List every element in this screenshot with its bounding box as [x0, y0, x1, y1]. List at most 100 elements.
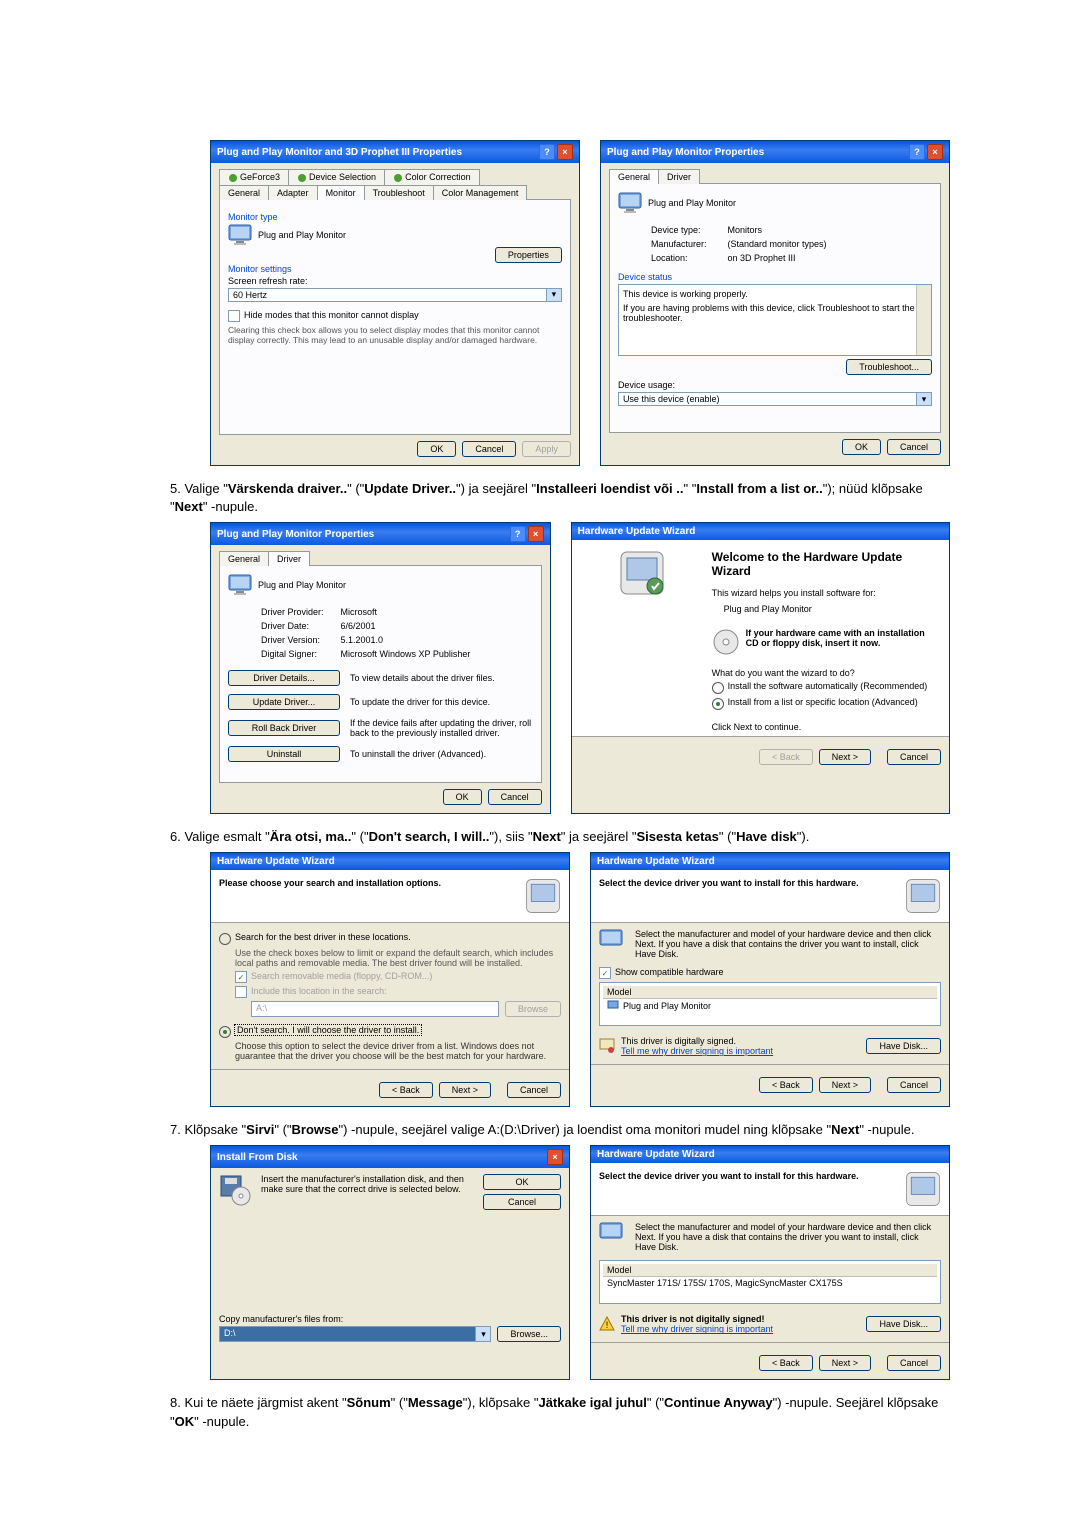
titlebar[interactable]: Hardware Update Wizard: [572, 523, 949, 540]
driver-details-button[interactable]: Driver Details...: [228, 670, 340, 686]
titlebar[interactable]: Plug and Play Monitor and 3D Prophet III…: [211, 141, 579, 163]
radio-list[interactable]: [712, 698, 724, 710]
close-icon[interactable]: ×: [547, 1149, 563, 1165]
back-button[interactable]: < Back: [379, 1082, 433, 1098]
next-button[interactable]: Next >: [819, 1077, 871, 1093]
radio-search[interactable]: [219, 933, 231, 945]
chk-removable[interactable]: [235, 971, 247, 983]
browse-button[interactable]: Browse: [505, 1001, 561, 1017]
refresh-rate-select[interactable]: 60 Hertz: [228, 288, 547, 302]
tab-color-management[interactable]: Color Management: [433, 185, 528, 200]
have-disk-button[interactable]: Have Disk...: [866, 1316, 941, 1332]
radio-auto[interactable]: [712, 682, 724, 694]
apply-button[interactable]: Apply: [522, 441, 571, 457]
titlebar[interactable]: Hardware Update Wizard: [591, 1146, 949, 1163]
tab-color-correction[interactable]: Color Correction: [384, 169, 480, 185]
ok-button[interactable]: OK: [842, 439, 881, 455]
chk-compatible-label: Show compatible hardware: [615, 967, 724, 977]
tab-monitor[interactable]: Monitor: [317, 185, 365, 200]
next-button[interactable]: Next >: [819, 1355, 871, 1371]
dialog-hardware-wizard-welcome: Hardware Update Wizard Welcome to the Ha…: [571, 522, 950, 814]
close-icon[interactable]: ×: [557, 144, 573, 160]
chevron-down-icon[interactable]: ▾: [917, 392, 932, 406]
rollback-driver-button[interactable]: Roll Back Driver: [228, 720, 340, 736]
cd-hint-text: If your hardware came with an installati…: [746, 628, 937, 648]
model-item[interactable]: Plug and Play Monitor: [603, 999, 937, 1013]
tab-troubleshoot[interactable]: Troubleshoot: [364, 185, 434, 200]
monitor-settings-label: Monitor settings: [228, 264, 562, 274]
tab-driver[interactable]: Driver: [658, 169, 700, 184]
update-driver-button[interactable]: Update Driver...: [228, 694, 340, 710]
troubleshoot-button[interactable]: Troubleshoot...: [846, 359, 932, 375]
cancel-button[interactable]: Cancel: [488, 789, 542, 805]
cd-icon: [712, 628, 740, 656]
status-text: This device is working properly.: [623, 289, 927, 299]
wizard-helps-label: This wizard helps you install software f…: [712, 588, 937, 598]
back-button[interactable]: < Back: [759, 1355, 813, 1371]
cancel-button[interactable]: Cancel: [887, 1077, 941, 1093]
titlebar[interactable]: Install From Disk ×: [211, 1146, 569, 1168]
dialog-hardware-wizard-select-driver-2: Hardware Update Wizard Select the device…: [590, 1145, 950, 1380]
cancel-button[interactable]: Cancel: [887, 439, 941, 455]
ok-button[interactable]: OK: [483, 1174, 561, 1190]
chk-compatible[interactable]: [599, 967, 611, 979]
back-button[interactable]: < Back: [759, 1077, 813, 1093]
ok-button[interactable]: OK: [417, 441, 456, 457]
signing-link[interactable]: Tell me why driver signing is important: [621, 1046, 773, 1056]
chevron-down-icon[interactable]: ▾: [476, 1326, 491, 1342]
titlebar[interactable]: Hardware Update Wizard: [591, 853, 949, 870]
update-driver-desc: To update the driver for this device.: [350, 697, 533, 707]
back-button[interactable]: < Back: [759, 749, 813, 765]
cancel-button[interactable]: Cancel: [462, 441, 516, 457]
help-icon[interactable]: ?: [510, 526, 526, 542]
close-icon[interactable]: ×: [528, 526, 544, 542]
cancel-button[interactable]: Cancel: [887, 749, 941, 765]
help-icon[interactable]: ?: [539, 144, 555, 160]
close-icon[interactable]: ×: [927, 144, 943, 160]
dont-search-desc: Choose this option to select the device …: [235, 1041, 561, 1061]
cancel-button[interactable]: Cancel: [483, 1194, 561, 1210]
select-desc: Select the manufacturer and model of you…: [635, 1222, 941, 1252]
tab-device-selection[interactable]: Device Selection: [288, 169, 385, 185]
dialog-install-from-disk: Install From Disk × Insert the manufactu…: [210, 1145, 570, 1380]
date-label: Driver Date:: [260, 620, 325, 632]
next-button[interactable]: Next >: [819, 749, 871, 765]
click-next-label: Click Next to continue.: [712, 722, 937, 732]
path-input[interactable]: D:\: [219, 1326, 476, 1342]
monitor-type-label: Monitor type: [228, 212, 562, 222]
location-value: on 3D Prophet III: [709, 252, 827, 264]
signing-link[interactable]: Tell me why driver signing is important: [621, 1324, 773, 1334]
uninstall-button[interactable]: Uninstall: [228, 746, 340, 762]
chk-include[interactable]: [235, 986, 247, 998]
have-disk-button[interactable]: Have Disk...: [866, 1038, 941, 1054]
tab-driver[interactable]: Driver: [268, 551, 310, 566]
help-icon[interactable]: ?: [909, 144, 925, 160]
cancel-button[interactable]: Cancel: [507, 1082, 561, 1098]
radio-dont-search[interactable]: [219, 1026, 231, 1038]
step-7-text: 7. Klõpsake "Sirvi" ("Browse") -nupule, …: [170, 1121, 950, 1139]
titlebar[interactable]: Hardware Update Wizard: [211, 853, 569, 870]
next-button[interactable]: Next >: [439, 1082, 491, 1098]
model-item[interactable]: SyncMaster 171S/ 175S/ 170S, MagicSyncMa…: [603, 1277, 937, 1289]
ok-button[interactable]: OK: [443, 789, 482, 805]
hardware-wizard-icon: [619, 550, 665, 596]
properties-button[interactable]: Properties: [495, 247, 562, 263]
tab-adapter[interactable]: Adapter: [268, 185, 318, 200]
browse-button[interactable]: Browse...: [497, 1326, 561, 1342]
cancel-button[interactable]: Cancel: [887, 1355, 941, 1371]
chevron-down-icon[interactable]: ▾: [547, 288, 562, 302]
device-usage-select[interactable]: Use this device (enable): [618, 392, 917, 406]
path-input[interactable]: A:\: [251, 1001, 499, 1017]
titlebar[interactable]: Plug and Play Monitor Properties ? ×: [601, 141, 949, 163]
hide-modes-checkbox[interactable]: [228, 310, 240, 322]
scrollbar[interactable]: [916, 285, 931, 355]
tab-general[interactable]: General: [219, 551, 269, 566]
signer-value: Microsoft Windows XP Publisher: [327, 648, 472, 660]
monitor-icon: [228, 574, 252, 596]
tab-general[interactable]: General: [219, 185, 269, 200]
wizard-header: Select the device driver you want to ins…: [599, 878, 897, 888]
tab-general[interactable]: General: [609, 169, 659, 184]
tab-geforce3[interactable]: GeForce3: [219, 169, 289, 185]
select-desc: Select the manufacturer and model of you…: [635, 929, 941, 959]
titlebar[interactable]: Plug and Play Monitor Properties ? ×: [211, 523, 550, 545]
